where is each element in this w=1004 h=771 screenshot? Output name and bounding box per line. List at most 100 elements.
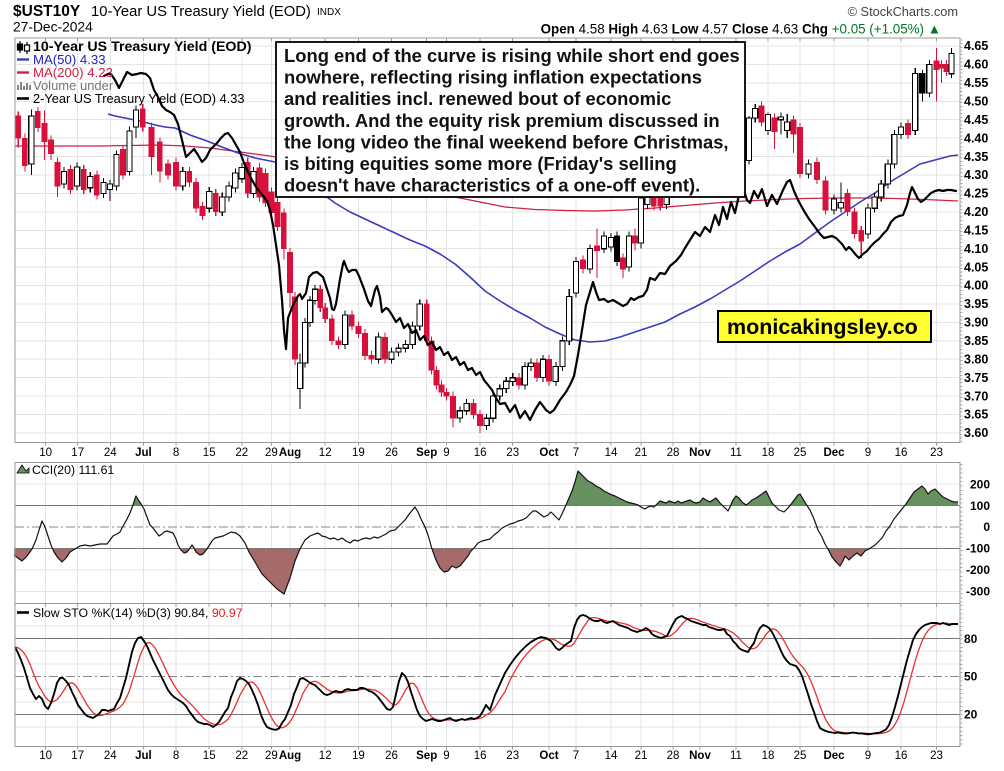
svg-text:3.85: 3.85 — [964, 334, 988, 348]
svg-text:4.25: 4.25 — [964, 187, 988, 201]
svg-text:17: 17 — [71, 750, 84, 762]
svg-text:4.10: 4.10 — [964, 242, 988, 256]
svg-text:16: 16 — [895, 750, 908, 762]
svg-text:Nov: Nov — [689, 447, 711, 459]
svg-text:-200: -200 — [966, 563, 990, 577]
svg-text:80: 80 — [964, 632, 978, 646]
svg-text:22: 22 — [235, 750, 248, 762]
svg-text:4.15: 4.15 — [964, 224, 988, 238]
svg-text:3.65: 3.65 — [964, 408, 988, 422]
svg-text:9: 9 — [443, 447, 449, 459]
svg-text:24: 24 — [104, 750, 117, 762]
svg-text:16: 16 — [474, 447, 487, 459]
svg-text:10: 10 — [39, 447, 52, 459]
svg-text:3.80: 3.80 — [964, 352, 988, 366]
svg-text:Sep: Sep — [416, 447, 437, 459]
svg-text:Slow STO %K(14) %D(3) 90.84, 9: Slow STO %K(14) %D(3) 90.84, 90.97 — [33, 606, 243, 620]
svg-text:4.60: 4.60 — [964, 58, 988, 72]
svg-text:21: 21 — [635, 750, 648, 762]
svg-text:© StockCharts.com: © StockCharts.com — [848, 4, 958, 19]
svg-text:10-Year US Treasury Yield (EOD: 10-Year US Treasury Yield (EOD) — [33, 39, 252, 55]
svg-text:3.95: 3.95 — [964, 297, 988, 311]
svg-text:19: 19 — [352, 447, 365, 459]
svg-text:4.00: 4.00 — [964, 279, 988, 293]
svg-text:7: 7 — [573, 447, 579, 459]
svg-text:27-Dec-2024: 27-Dec-2024 — [13, 20, 93, 35]
svg-text:29: 29 — [265, 447, 278, 459]
svg-text:26: 26 — [385, 750, 398, 762]
svg-text:100: 100 — [970, 499, 990, 513]
svg-text:18: 18 — [762, 447, 775, 459]
svg-text:3.90: 3.90 — [964, 316, 988, 330]
svg-text:8: 8 — [173, 447, 179, 459]
svg-text:16: 16 — [474, 750, 487, 762]
svg-text:23: 23 — [506, 750, 519, 762]
svg-text:12: 12 — [319, 750, 332, 762]
svg-text:growth. And the equity risk pr: growth. And the equity risk premium disc… — [284, 110, 720, 131]
svg-text:7: 7 — [573, 750, 579, 762]
svg-text:Dec: Dec — [823, 750, 845, 762]
svg-text:23: 23 — [506, 447, 519, 459]
svg-text:-300: -300 — [966, 585, 990, 599]
svg-text:15: 15 — [203, 750, 216, 762]
svg-text:14: 14 — [605, 750, 618, 762]
svg-text:3.60: 3.60 — [964, 426, 988, 440]
svg-text:Oct: Oct — [539, 447, 558, 459]
svg-text:Oct: Oct — [539, 750, 558, 762]
svg-text:4.50: 4.50 — [964, 95, 988, 109]
svg-text:and realities incl. renewed bo: and realities incl. renewed bout of econ… — [284, 88, 671, 109]
svg-text:Jul: Jul — [135, 750, 152, 762]
svg-text:8: 8 — [173, 750, 179, 762]
svg-text:3.70: 3.70 — [964, 389, 988, 403]
svg-text:28: 28 — [667, 750, 680, 762]
svg-text:10-Year US Treasury Yield (EOD: 10-Year US Treasury Yield (EOD) — [91, 4, 311, 20]
svg-text:200: 200 — [970, 477, 990, 491]
svg-text:CCI(20) 111.61: CCI(20) 111.61 — [32, 463, 114, 477]
svg-text:24: 24 — [104, 447, 117, 459]
svg-text:11: 11 — [730, 447, 742, 459]
svg-text:4.20: 4.20 — [964, 205, 988, 219]
svg-text:Sep: Sep — [416, 750, 437, 762]
svg-text:19: 19 — [352, 750, 365, 762]
svg-text:4.55: 4.55 — [964, 76, 988, 90]
svg-text:$UST10Y: $UST10Y — [13, 3, 81, 20]
svg-text:4.40: 4.40 — [964, 131, 988, 145]
svg-text:4.35: 4.35 — [964, 150, 988, 164]
svg-text:18: 18 — [762, 750, 775, 762]
svg-text:20: 20 — [964, 708, 978, 722]
svg-text:Jul: Jul — [135, 447, 152, 459]
svg-text:26: 26 — [385, 447, 398, 459]
svg-text:4.45: 4.45 — [964, 113, 988, 127]
svg-text:Volume under: Volume under — [33, 78, 114, 93]
svg-text:doesn't have characteristics o: doesn't have characteristics of a one-of… — [284, 175, 700, 196]
svg-text:nowhere, reflecting rising inf: nowhere, reflecting rising inflation exp… — [284, 67, 702, 88]
svg-text:14: 14 — [605, 447, 618, 459]
svg-text:9: 9 — [865, 750, 871, 762]
svg-text:23: 23 — [930, 447, 943, 459]
svg-text:INDX: INDX — [317, 7, 341, 18]
svg-text:21: 21 — [635, 447, 648, 459]
svg-text:28: 28 — [667, 447, 680, 459]
svg-text:4.65: 4.65 — [964, 39, 988, 53]
svg-text:2-Year US Treasury Yield (EOD): 2-Year US Treasury Yield (EOD) 4.33 — [33, 91, 244, 106]
svg-text:29: 29 — [265, 750, 278, 762]
svg-text:3.75: 3.75 — [964, 371, 988, 385]
svg-text:Long end of the curve is risin: Long end of the curve is rising while sh… — [284, 45, 740, 66]
svg-text:monicakingsley.co: monicakingsley.co — [727, 315, 918, 339]
svg-text:Open 4.58 High 4.63 Low 4.57 C: Open 4.58 High 4.63 Low 4.57 Close 4.63 … — [541, 22, 941, 37]
svg-text:0: 0 — [983, 520, 990, 534]
svg-text:11: 11 — [730, 750, 742, 762]
svg-text:4.30: 4.30 — [964, 168, 988, 182]
svg-text:Aug: Aug — [279, 750, 301, 762]
svg-text:25: 25 — [794, 447, 807, 459]
svg-text:23: 23 — [930, 750, 943, 762]
svg-text:is biting equities some more (: is biting equities some more (Friday's s… — [284, 153, 677, 174]
svg-text:25: 25 — [794, 750, 807, 762]
svg-text:50: 50 — [964, 670, 978, 684]
svg-text:Nov: Nov — [689, 750, 711, 762]
svg-text:15: 15 — [203, 447, 216, 459]
svg-text:the long video the final weeke: the long video the final weekend before … — [284, 131, 729, 152]
svg-text:17: 17 — [71, 447, 84, 459]
svg-text:Aug: Aug — [279, 447, 301, 459]
svg-text:10: 10 — [39, 750, 52, 762]
